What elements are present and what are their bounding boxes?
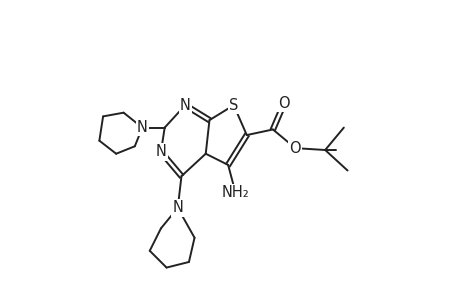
Text: N: N [172,200,183,215]
Text: N: N [155,144,166,159]
Text: NH₂: NH₂ [221,185,249,200]
Text: N: N [136,120,147,135]
Text: N: N [179,98,190,113]
Text: S: S [229,98,238,113]
Text: O: O [278,96,289,111]
Text: O: O [289,141,301,156]
